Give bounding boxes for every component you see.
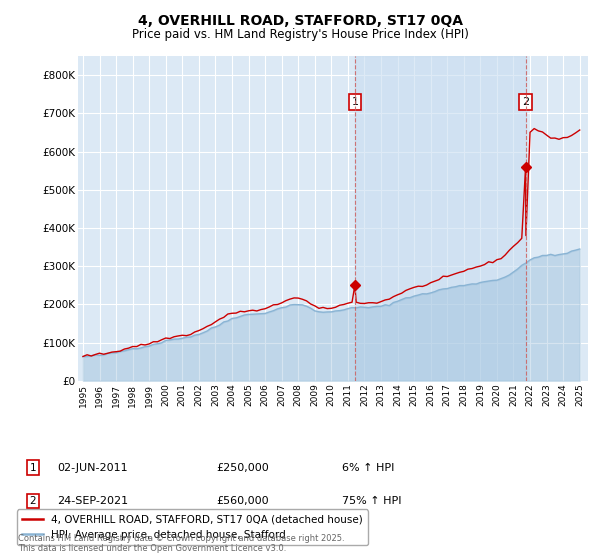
- Text: £560,000: £560,000: [216, 496, 269, 506]
- Text: 2: 2: [29, 496, 37, 506]
- Legend: 4, OVERHILL ROAD, STAFFORD, ST17 0QA (detached house), HPI: Average price, detac: 4, OVERHILL ROAD, STAFFORD, ST17 0QA (de…: [17, 510, 368, 545]
- Text: Price paid vs. HM Land Registry's House Price Index (HPI): Price paid vs. HM Land Registry's House …: [131, 28, 469, 41]
- Text: 4, OVERHILL ROAD, STAFFORD, ST17 0QA: 4, OVERHILL ROAD, STAFFORD, ST17 0QA: [137, 14, 463, 28]
- Text: 02-JUN-2011: 02-JUN-2011: [57, 463, 128, 473]
- Bar: [355, 56, 526, 381]
- Text: 1: 1: [29, 463, 37, 473]
- Text: Contains HM Land Registry data © Crown copyright and database right 2025.
This d: Contains HM Land Registry data © Crown c…: [18, 534, 344, 553]
- Text: £250,000: £250,000: [216, 463, 269, 473]
- Text: 75% ↑ HPI: 75% ↑ HPI: [342, 496, 401, 506]
- Text: 1: 1: [352, 97, 358, 107]
- Text: 24-SEP-2021: 24-SEP-2021: [57, 496, 128, 506]
- Text: 2: 2: [522, 97, 529, 107]
- Text: 6% ↑ HPI: 6% ↑ HPI: [342, 463, 394, 473]
